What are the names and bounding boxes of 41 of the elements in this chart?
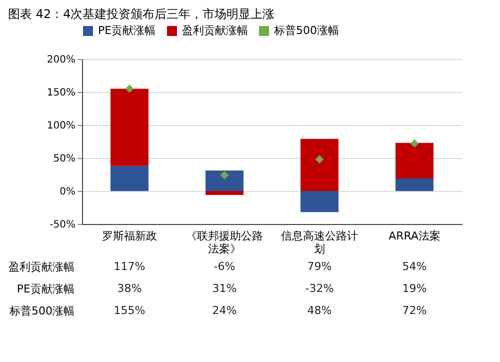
legend-label: 标普500涨幅 <box>273 24 339 37</box>
bar <box>110 166 148 191</box>
y-tick-label: 100% <box>46 120 76 132</box>
point <box>410 139 419 148</box>
x-tick-label: 信息高速公路计划 <box>281 230 358 256</box>
chart-title: 图表 42：4次基建投资颁布后三年，市场明显上涨 <box>8 7 275 21</box>
data-label: 19% <box>402 282 427 295</box>
data-label: 48% <box>307 304 332 317</box>
data-label: 79% <box>307 260 332 273</box>
data-label: 155% <box>114 304 146 317</box>
bar <box>300 138 338 191</box>
bar <box>396 142 434 178</box>
bar <box>206 170 244 191</box>
y-tick-label: 0% <box>60 186 76 198</box>
data-label: 38% <box>117 282 142 295</box>
x-tick-label: ARRA法案 <box>388 230 440 242</box>
bar <box>206 191 244 195</box>
data-label: 72% <box>402 304 427 317</box>
text: PE贡献涨幅 <box>16 282 74 296</box>
point <box>125 84 134 93</box>
data-label: -6% <box>214 260 236 273</box>
data-label: 24% <box>212 304 237 317</box>
data-label: 31% <box>212 282 237 295</box>
point <box>315 155 324 164</box>
text: 标普500涨幅 <box>10 304 74 318</box>
bar <box>110 88 148 166</box>
y-tick-label: 200% <box>46 54 76 66</box>
data-label: 117% <box>114 260 146 273</box>
y-tick-label: -50% <box>50 220 76 230</box>
x-tick-label: 罗斯福新政 <box>102 230 157 242</box>
legend-label: 盈利贡献涨幅 <box>182 24 248 37</box>
y-tick-label: 150% <box>46 88 76 98</box>
legend-label: PE贡献涨幅 <box>98 24 156 37</box>
y-tick-label: 50% <box>53 154 76 164</box>
data-label: -32% <box>305 282 334 295</box>
bar <box>396 178 434 191</box>
x-tick-label: 《联邦援助公路法案》 <box>186 230 263 256</box>
data-label: 54% <box>402 260 427 273</box>
point <box>220 170 229 180</box>
bar <box>300 191 338 212</box>
text: 盈利贡献涨幅 <box>8 260 74 274</box>
